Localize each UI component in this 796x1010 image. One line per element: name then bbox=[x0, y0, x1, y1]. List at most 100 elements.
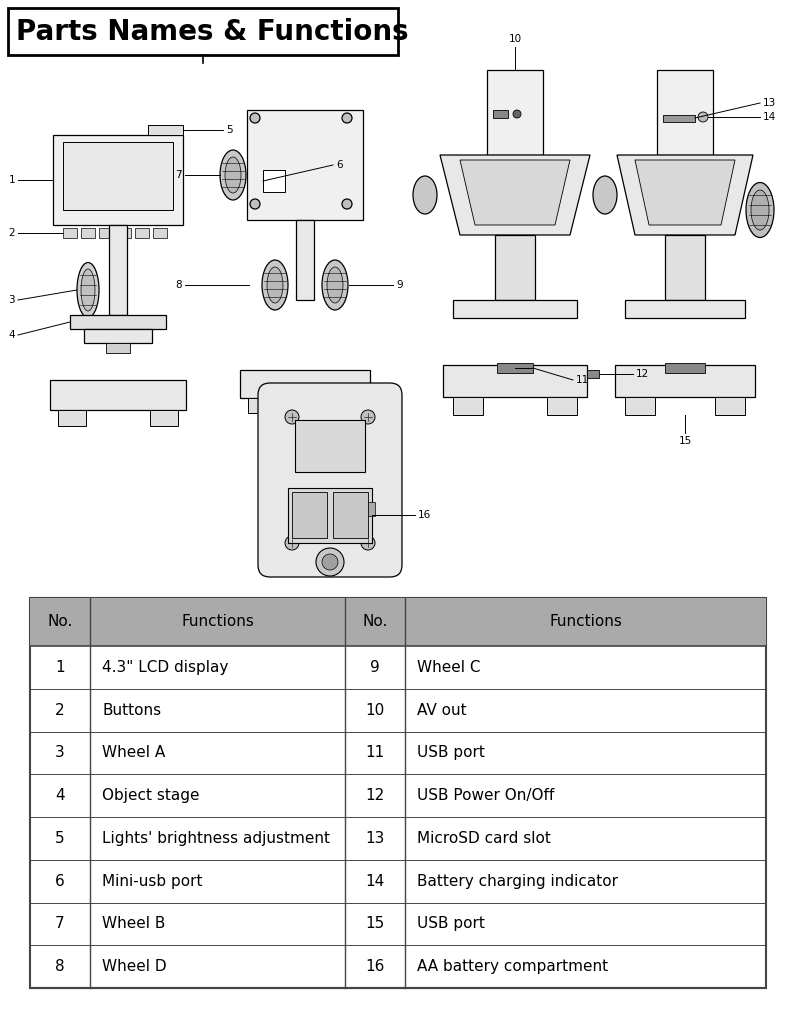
Text: No.: No. bbox=[362, 614, 388, 629]
Text: 12: 12 bbox=[636, 369, 650, 379]
Text: Wheel D: Wheel D bbox=[102, 960, 166, 974]
Bar bbox=[106, 343, 130, 354]
Bar bbox=[153, 228, 167, 238]
Bar bbox=[487, 70, 543, 155]
Text: 10: 10 bbox=[365, 703, 384, 718]
Bar bbox=[625, 300, 745, 318]
Bar bbox=[288, 488, 372, 543]
Bar bbox=[148, 125, 183, 135]
Bar bbox=[715, 397, 745, 415]
Text: 4: 4 bbox=[9, 330, 15, 340]
Circle shape bbox=[361, 536, 375, 550]
Polygon shape bbox=[635, 160, 735, 225]
Circle shape bbox=[361, 410, 375, 424]
Ellipse shape bbox=[413, 176, 437, 214]
Circle shape bbox=[285, 410, 299, 424]
Circle shape bbox=[322, 554, 338, 570]
Bar bbox=[53, 135, 183, 225]
Ellipse shape bbox=[751, 190, 769, 230]
Bar bbox=[333, 492, 368, 538]
Text: 7: 7 bbox=[55, 916, 64, 931]
Text: 4: 4 bbox=[55, 788, 64, 803]
Text: 7: 7 bbox=[175, 170, 182, 180]
Bar bbox=[263, 170, 285, 192]
Text: 1: 1 bbox=[9, 175, 15, 185]
Polygon shape bbox=[617, 155, 753, 235]
Ellipse shape bbox=[220, 150, 246, 200]
Text: 6: 6 bbox=[336, 160, 342, 170]
Circle shape bbox=[250, 199, 260, 209]
Circle shape bbox=[285, 536, 299, 550]
Bar bbox=[81, 228, 95, 238]
Circle shape bbox=[342, 199, 352, 209]
Bar bbox=[117, 228, 131, 238]
Bar bbox=[625, 397, 655, 415]
Ellipse shape bbox=[746, 183, 774, 237]
Polygon shape bbox=[460, 160, 570, 225]
Bar bbox=[587, 370, 599, 378]
Ellipse shape bbox=[77, 263, 99, 317]
Text: 16: 16 bbox=[418, 510, 431, 520]
Bar bbox=[135, 228, 149, 238]
Bar bbox=[247, 110, 363, 220]
Text: 11: 11 bbox=[365, 745, 384, 761]
Text: Lights' brightness adjustment: Lights' brightness adjustment bbox=[102, 831, 330, 846]
Bar bbox=[240, 370, 370, 398]
Bar bbox=[665, 363, 705, 373]
Text: 14: 14 bbox=[763, 112, 776, 122]
Text: Parts Names & Functions: Parts Names & Functions bbox=[16, 17, 408, 45]
Text: 11: 11 bbox=[576, 375, 589, 385]
Text: 4.3" LCD display: 4.3" LCD display bbox=[102, 660, 228, 675]
Bar bbox=[292, 492, 327, 538]
Circle shape bbox=[698, 112, 708, 122]
Text: AV out: AV out bbox=[417, 703, 466, 718]
Ellipse shape bbox=[262, 260, 288, 310]
Circle shape bbox=[250, 113, 260, 123]
Text: Functions: Functions bbox=[181, 614, 254, 629]
Text: No.: No. bbox=[47, 614, 72, 629]
Ellipse shape bbox=[327, 267, 343, 303]
Ellipse shape bbox=[225, 157, 241, 193]
Bar bbox=[296, 220, 314, 300]
Bar bbox=[50, 380, 186, 410]
Bar bbox=[368, 502, 375, 516]
Text: USB port: USB port bbox=[417, 745, 485, 761]
Text: USB port: USB port bbox=[417, 916, 485, 931]
Bar bbox=[70, 315, 166, 329]
Bar bbox=[63, 142, 173, 210]
Text: AA battery compartment: AA battery compartment bbox=[417, 960, 608, 974]
Text: Buttons: Buttons bbox=[102, 703, 161, 718]
Bar bbox=[150, 410, 178, 426]
Text: 14: 14 bbox=[365, 874, 384, 889]
Text: Wheel C: Wheel C bbox=[417, 660, 481, 675]
Text: 1: 1 bbox=[55, 660, 64, 675]
Text: USB Power On/Off: USB Power On/Off bbox=[417, 788, 554, 803]
Bar bbox=[665, 235, 705, 300]
Bar bbox=[495, 235, 535, 300]
Text: Functions: Functions bbox=[549, 614, 622, 629]
Bar bbox=[547, 397, 577, 415]
Bar bbox=[453, 397, 483, 415]
Ellipse shape bbox=[593, 176, 617, 214]
Circle shape bbox=[342, 113, 352, 123]
Bar bbox=[493, 110, 508, 118]
Text: 5: 5 bbox=[226, 125, 232, 135]
Text: 9: 9 bbox=[396, 280, 403, 290]
Bar bbox=[497, 363, 533, 373]
Text: 3: 3 bbox=[55, 745, 65, 761]
Text: 15: 15 bbox=[678, 436, 692, 446]
Text: 12: 12 bbox=[365, 788, 384, 803]
Bar bbox=[84, 329, 152, 343]
Text: Battery charging indicator: Battery charging indicator bbox=[417, 874, 618, 889]
Ellipse shape bbox=[81, 269, 95, 311]
Text: 9: 9 bbox=[370, 660, 380, 675]
Bar bbox=[248, 398, 274, 413]
Text: 13: 13 bbox=[365, 831, 384, 846]
Text: 3: 3 bbox=[9, 295, 15, 305]
Bar bbox=[615, 365, 755, 397]
Bar bbox=[58, 410, 86, 426]
Polygon shape bbox=[440, 155, 590, 235]
Bar bbox=[63, 228, 77, 238]
Text: Mini-usb port: Mini-usb port bbox=[102, 874, 202, 889]
FancyBboxPatch shape bbox=[258, 383, 402, 577]
